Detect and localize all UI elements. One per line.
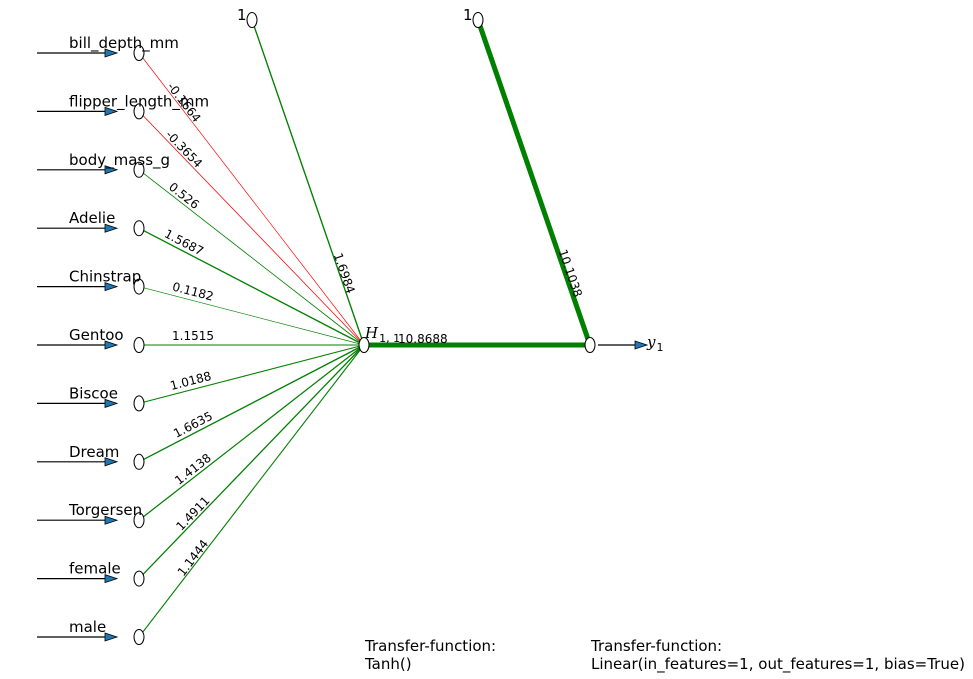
output-transfer-title: Transfer-function: bbox=[591, 637, 723, 655]
output-arrow-head bbox=[634, 340, 649, 350]
input-arrow-Adelie-head bbox=[104, 223, 119, 233]
hidden-bias-weight-label: 1.6984 bbox=[331, 251, 358, 295]
output-bias-node bbox=[472, 12, 484, 28]
output-node-label-sub: 1 bbox=[656, 341, 663, 354]
input-node-flipper_length_mm bbox=[133, 103, 145, 120]
input-arrow-Biscoe-head bbox=[104, 398, 119, 408]
input-label-Adelie: Adelie bbox=[69, 209, 115, 227]
weight-label-Torgersen: 1.4138 bbox=[172, 451, 214, 488]
hidden-transfer-function: Tanh() bbox=[365, 655, 412, 673]
input-node-female bbox=[133, 570, 145, 587]
input-label-body_mass_g: body_mass_g bbox=[69, 151, 170, 170]
input-arrow-male-head bbox=[104, 632, 119, 642]
hidden-bias-node bbox=[246, 12, 258, 28]
edge-Adelie-to-hidden bbox=[138, 227, 365, 346]
output-node-label-main: y bbox=[646, 333, 656, 351]
input-node-Biscoe bbox=[133, 395, 145, 412]
edge-flipper_length_mm-to-hidden bbox=[138, 111, 365, 346]
edge-female-to-hidden bbox=[138, 344, 365, 580]
weight-label-body_mass_g: 0.526 bbox=[166, 180, 202, 212]
edge-body_mass_g-to-hidden bbox=[138, 169, 365, 346]
hidden-bias-label: 1 bbox=[237, 6, 247, 24]
weight-label-Dream: 1.6635 bbox=[171, 409, 215, 441]
weight-label-female: 1.4911 bbox=[173, 494, 212, 534]
input-label-Chinstrap: Chinstrap bbox=[69, 268, 141, 286]
input-node-Torgersen bbox=[133, 512, 145, 529]
input-node-Adelie bbox=[133, 220, 145, 237]
nodes-layer bbox=[133, 12, 596, 645]
input-label-male: male bbox=[69, 618, 106, 636]
input-label-bill_depth_mm: bill_depth_mm bbox=[69, 34, 179, 53]
weight-label-Gentoo: 1.1515 bbox=[172, 329, 214, 343]
input-label-Dream: Dream bbox=[69, 443, 119, 461]
weight-label-Adelie: 1.5687 bbox=[162, 227, 206, 259]
input-label-Torgersen: Torgersen bbox=[68, 501, 142, 519]
weight-label-male: 1.1444 bbox=[175, 537, 212, 579]
input-arrow-female-head bbox=[104, 574, 119, 584]
input-label-Gentoo: Gentoo bbox=[69, 326, 124, 344]
input-arrow-Gentoo-head bbox=[104, 340, 119, 350]
output-bias-label: 1 bbox=[463, 6, 473, 24]
hidden-node-label-main: H bbox=[364, 324, 379, 342]
input-arrow-Torgersen-head bbox=[104, 515, 119, 525]
input-arrow-bill_depth_mm-head bbox=[104, 48, 119, 58]
edge-Torgersen-to-hidden bbox=[138, 344, 365, 521]
output-transfer-function: Linear(in_features=1, out_features=1, bi… bbox=[591, 655, 965, 673]
hidden-to-output-weight-label: 10.8688 bbox=[398, 332, 448, 346]
output-transfer-caption: Transfer-function: Linear(in_features=1,… bbox=[591, 637, 965, 673]
input-node-male bbox=[133, 629, 145, 645]
labels-layer: bill_depth_mm flipper_length_mm body_mass_… bbox=[68, 6, 663, 636]
edge-male-to-hidden bbox=[138, 344, 365, 638]
input-arrow-Chinstrap-head bbox=[104, 282, 119, 292]
weight-label-Chinstrap: 0.1182 bbox=[171, 280, 215, 304]
input-node-Dream bbox=[133, 453, 145, 470]
input-node-Gentoo bbox=[133, 337, 145, 353]
edge-bill_depth_mm-to-hidden bbox=[138, 52, 365, 346]
edge-Chinstrap-to-hidden bbox=[138, 286, 365, 346]
edge-hidden-bias bbox=[251, 19, 365, 346]
output-node-label: y1 bbox=[646, 333, 663, 354]
edge-Biscoe-to-hidden bbox=[138, 344, 365, 404]
input-arrows-layer bbox=[37, 48, 649, 642]
input-arrow-body_mass_g-head bbox=[104, 165, 119, 175]
input-label-female: female bbox=[69, 560, 121, 578]
output-node bbox=[584, 337, 596, 353]
hidden-node-label-sub: 1, 1 bbox=[379, 332, 400, 345]
edge-Dream-to-hidden bbox=[138, 344, 365, 463]
edges-layer bbox=[138, 19, 593, 638]
hidden-node-label: H1, 1 bbox=[364, 324, 400, 345]
input-node-bill_depth_mm bbox=[133, 45, 145, 61]
output-bias-weight-label: 10.1038 bbox=[556, 248, 585, 299]
input-label-Biscoe: Biscoe bbox=[69, 384, 118, 402]
input-arrow-Dream-head bbox=[104, 457, 119, 467]
input-node-body_mass_g bbox=[133, 161, 145, 178]
input-node-Chinstrap bbox=[133, 278, 145, 295]
hidden-transfer-title: Transfer-function: bbox=[365, 637, 497, 655]
input-label-flipper_length_mm: flipper_length_mm bbox=[69, 92, 209, 111]
input-arrow-flipper_length_mm-head bbox=[104, 106, 119, 116]
hidden-transfer-caption: Transfer-function: Tanh() bbox=[365, 637, 496, 673]
weight-label-Biscoe: 1.0188 bbox=[169, 369, 213, 393]
hidden-node bbox=[358, 337, 370, 353]
edge-output-bias bbox=[475, 19, 593, 346]
